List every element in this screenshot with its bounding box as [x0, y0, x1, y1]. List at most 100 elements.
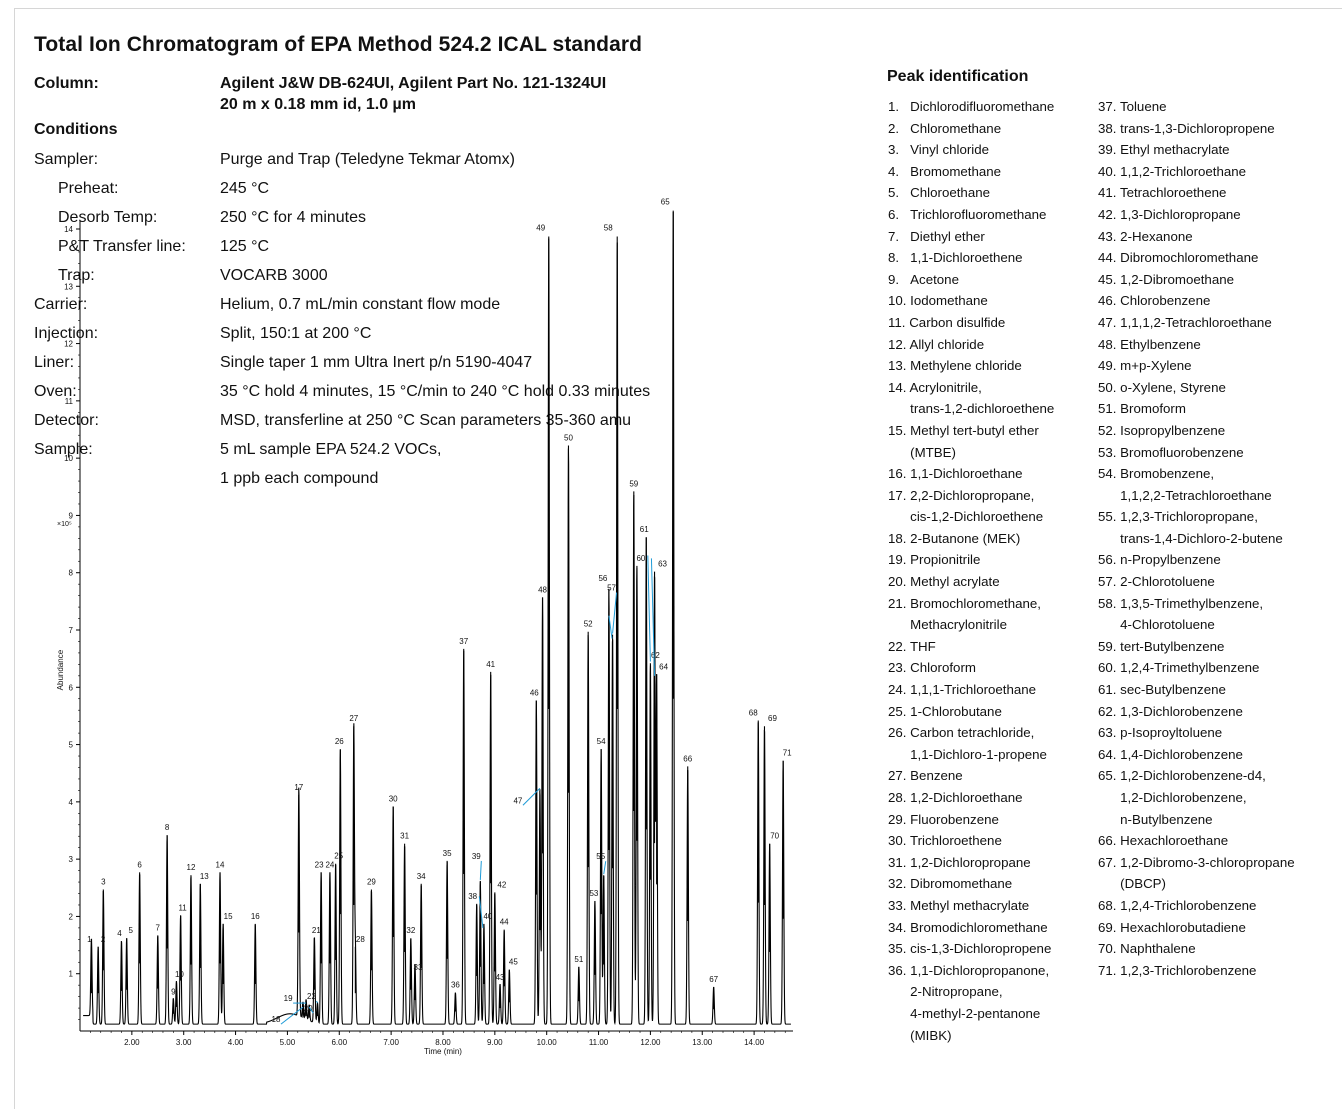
- peak-list-item: 30. Trichloroethene: [888, 833, 1002, 849]
- peak-list-item: 69. Hexachlorobutadiene: [1098, 919, 1246, 935]
- y-tick-label: 6: [69, 683, 74, 692]
- peak-list-item: 5. Chloroethane: [888, 185, 991, 201]
- peak-label: 23: [315, 860, 324, 869]
- peak-label: 24: [325, 860, 334, 869]
- peak-label: 62: [651, 651, 660, 660]
- peak-list-item: 10. Iodomethane: [888, 293, 988, 309]
- peak-label: 34: [417, 872, 426, 881]
- peak-list-item: 1,2-Dichlorobenzene,: [1098, 790, 1247, 805]
- peak-list-item: 56. n-Propylbenzene: [1098, 552, 1221, 568]
- peak-label: 11: [178, 903, 187, 912]
- peak-label: 49: [536, 223, 545, 232]
- peak-label: 29: [367, 878, 376, 887]
- peak-callout-line: [650, 558, 656, 676]
- peak-label: 56: [598, 574, 607, 583]
- peak-label: 21: [312, 926, 321, 935]
- condition-value: MSD, transferline at 250 °C Scan paramet…: [220, 412, 632, 429]
- peak-list-item: 31. 1,2-Dichloropropane: [888, 854, 1031, 870]
- peak-list-item: 67. 1,2-Dibromo-3-chloropropane: [1098, 854, 1295, 870]
- condition-label: Sample:: [34, 441, 93, 458]
- peak-list-item: 24. 1,1,1-Trichloroethane: [888, 682, 1037, 698]
- peak-label: 51: [574, 955, 583, 964]
- peak-list-item: 1,1-Dichloro-1-propene: [888, 746, 1047, 762]
- y-tick-label: 12: [64, 340, 73, 349]
- y-tick-label: 2: [69, 912, 74, 921]
- x-tick-label: 2.00: [124, 1038, 140, 1047]
- peak-list-item: 4. Bromomethane: [888, 163, 1002, 179]
- peak-label: 15: [224, 912, 233, 921]
- peak-list-item: 48. Ethylbenzene: [1098, 336, 1201, 352]
- peak-list-item: trans-1,4-Dichloro-2-butene: [1098, 530, 1283, 546]
- condition-label: Detector:: [34, 412, 99, 429]
- peak-label: 27: [349, 714, 358, 723]
- peak-label: 22: [307, 992, 316, 1001]
- peak-list-item: 50. o-Xylene, Styrene: [1098, 379, 1226, 395]
- condition-value: VOCARB 3000: [220, 267, 328, 284]
- y-tick-label: 4: [69, 798, 74, 807]
- peak-list-item: 23. Chloroform: [888, 660, 976, 676]
- peak-label: 60: [636, 554, 645, 563]
- peak-label: 40: [483, 912, 492, 921]
- peak-label: 63: [658, 560, 667, 569]
- y-tick-label: 5: [69, 741, 74, 750]
- peak-label: 68: [749, 709, 758, 718]
- peak-list-item: 13. Methylene chloride: [888, 358, 1022, 374]
- peak-identification-heading: Peak identification: [887, 68, 1029, 85]
- peak-list-item: 61. sec-Butylbenzene: [1098, 682, 1226, 698]
- peak-callout-line: [478, 896, 484, 928]
- peak-list-item: 58. 1,3,5-Trimethylbenzene,: [1098, 595, 1264, 611]
- peak-label: 8: [165, 823, 170, 832]
- condition-value: Purge and Trap (Teledyne Tekmar Atomx): [220, 151, 515, 168]
- peak-callout-line: [647, 555, 651, 662]
- condition-label: Carrier:: [34, 296, 88, 313]
- peak-list-item: 38. trans-1,3-Dichloropropene: [1098, 120, 1275, 136]
- peak-list-item: 15. Methyl tert-butyl ether: [888, 422, 1039, 438]
- y-tick-label: 10: [64, 454, 73, 463]
- peak-label: 2: [101, 935, 106, 944]
- column-label: Column:: [34, 75, 99, 92]
- peak-label: 66: [683, 754, 692, 763]
- peak-list-item: 43. 2-Hexanone: [1098, 228, 1193, 244]
- peak-list-item: trans-1,2-dichloroethene: [888, 401, 1055, 417]
- peak-label: 14: [216, 860, 225, 869]
- peak-label: 31: [400, 832, 409, 841]
- peak-list-item: 44. Dibromochloromethane: [1098, 250, 1259, 266]
- peak-list-item: 21. Bromochloromethane,: [888, 595, 1041, 611]
- peak-list-item: 49. m+p-Xylene: [1098, 358, 1192, 374]
- x-tick-label: 13.00: [692, 1038, 713, 1047]
- peak-list-item: 62. 1,3-Dichlorobenzene: [1098, 703, 1243, 719]
- condition-value: 5 mL sample EPA 524.2 VOCs,: [220, 441, 442, 458]
- peak-list-item: (DBCP): [1098, 876, 1166, 892]
- peak-label: 70: [770, 832, 779, 841]
- peak-label: 37: [459, 637, 468, 646]
- condition-label: Liner:: [34, 354, 75, 371]
- peak-label: 7: [156, 923, 161, 932]
- x-tick-label: 9.00: [487, 1038, 503, 1047]
- peak-label: 59: [629, 479, 638, 488]
- peak-list-item: 4-Chlorotoluene: [1098, 617, 1215, 633]
- peak-list-column-2: 37. Toluene 38. trans-1,3-Dichloropropene…: [1098, 96, 1295, 981]
- peak-list-item: 2. Chloromethane: [888, 120, 1002, 136]
- condition-label: Oven:: [34, 383, 77, 400]
- peak-label: 41: [486, 660, 495, 669]
- peak-label: 35: [443, 849, 452, 858]
- peak-label: 61: [640, 525, 649, 534]
- peak-label: 33: [414, 963, 423, 972]
- peak-label: 45: [509, 958, 518, 967]
- condition-label: P&T Transfer line:: [58, 238, 186, 255]
- peak-label: 48: [538, 585, 547, 594]
- peak-list-item: 66. Hexachloroethane: [1098, 833, 1229, 849]
- peak-label: 13: [200, 872, 209, 881]
- peak-list-item: 42. 1,3-Dichloropropane: [1098, 206, 1241, 222]
- y-multiplier-label: ×10⁵: [57, 521, 72, 528]
- y-tick-label: 9: [69, 511, 74, 520]
- peak-callout-line: [308, 1006, 314, 1014]
- x-tick-label: 10.00: [537, 1038, 558, 1047]
- condition-value: 245 °C: [220, 180, 270, 197]
- peak-label: 17: [294, 783, 303, 792]
- x-tick-label: 11.00: [589, 1038, 609, 1047]
- peak-list-item: 60. 1,2,4-Trimethylbenzene: [1098, 660, 1260, 676]
- peak-callout-line: [612, 592, 618, 634]
- peak-list-item: 1,1,2,2-Tetrachloroethane: [1098, 487, 1272, 503]
